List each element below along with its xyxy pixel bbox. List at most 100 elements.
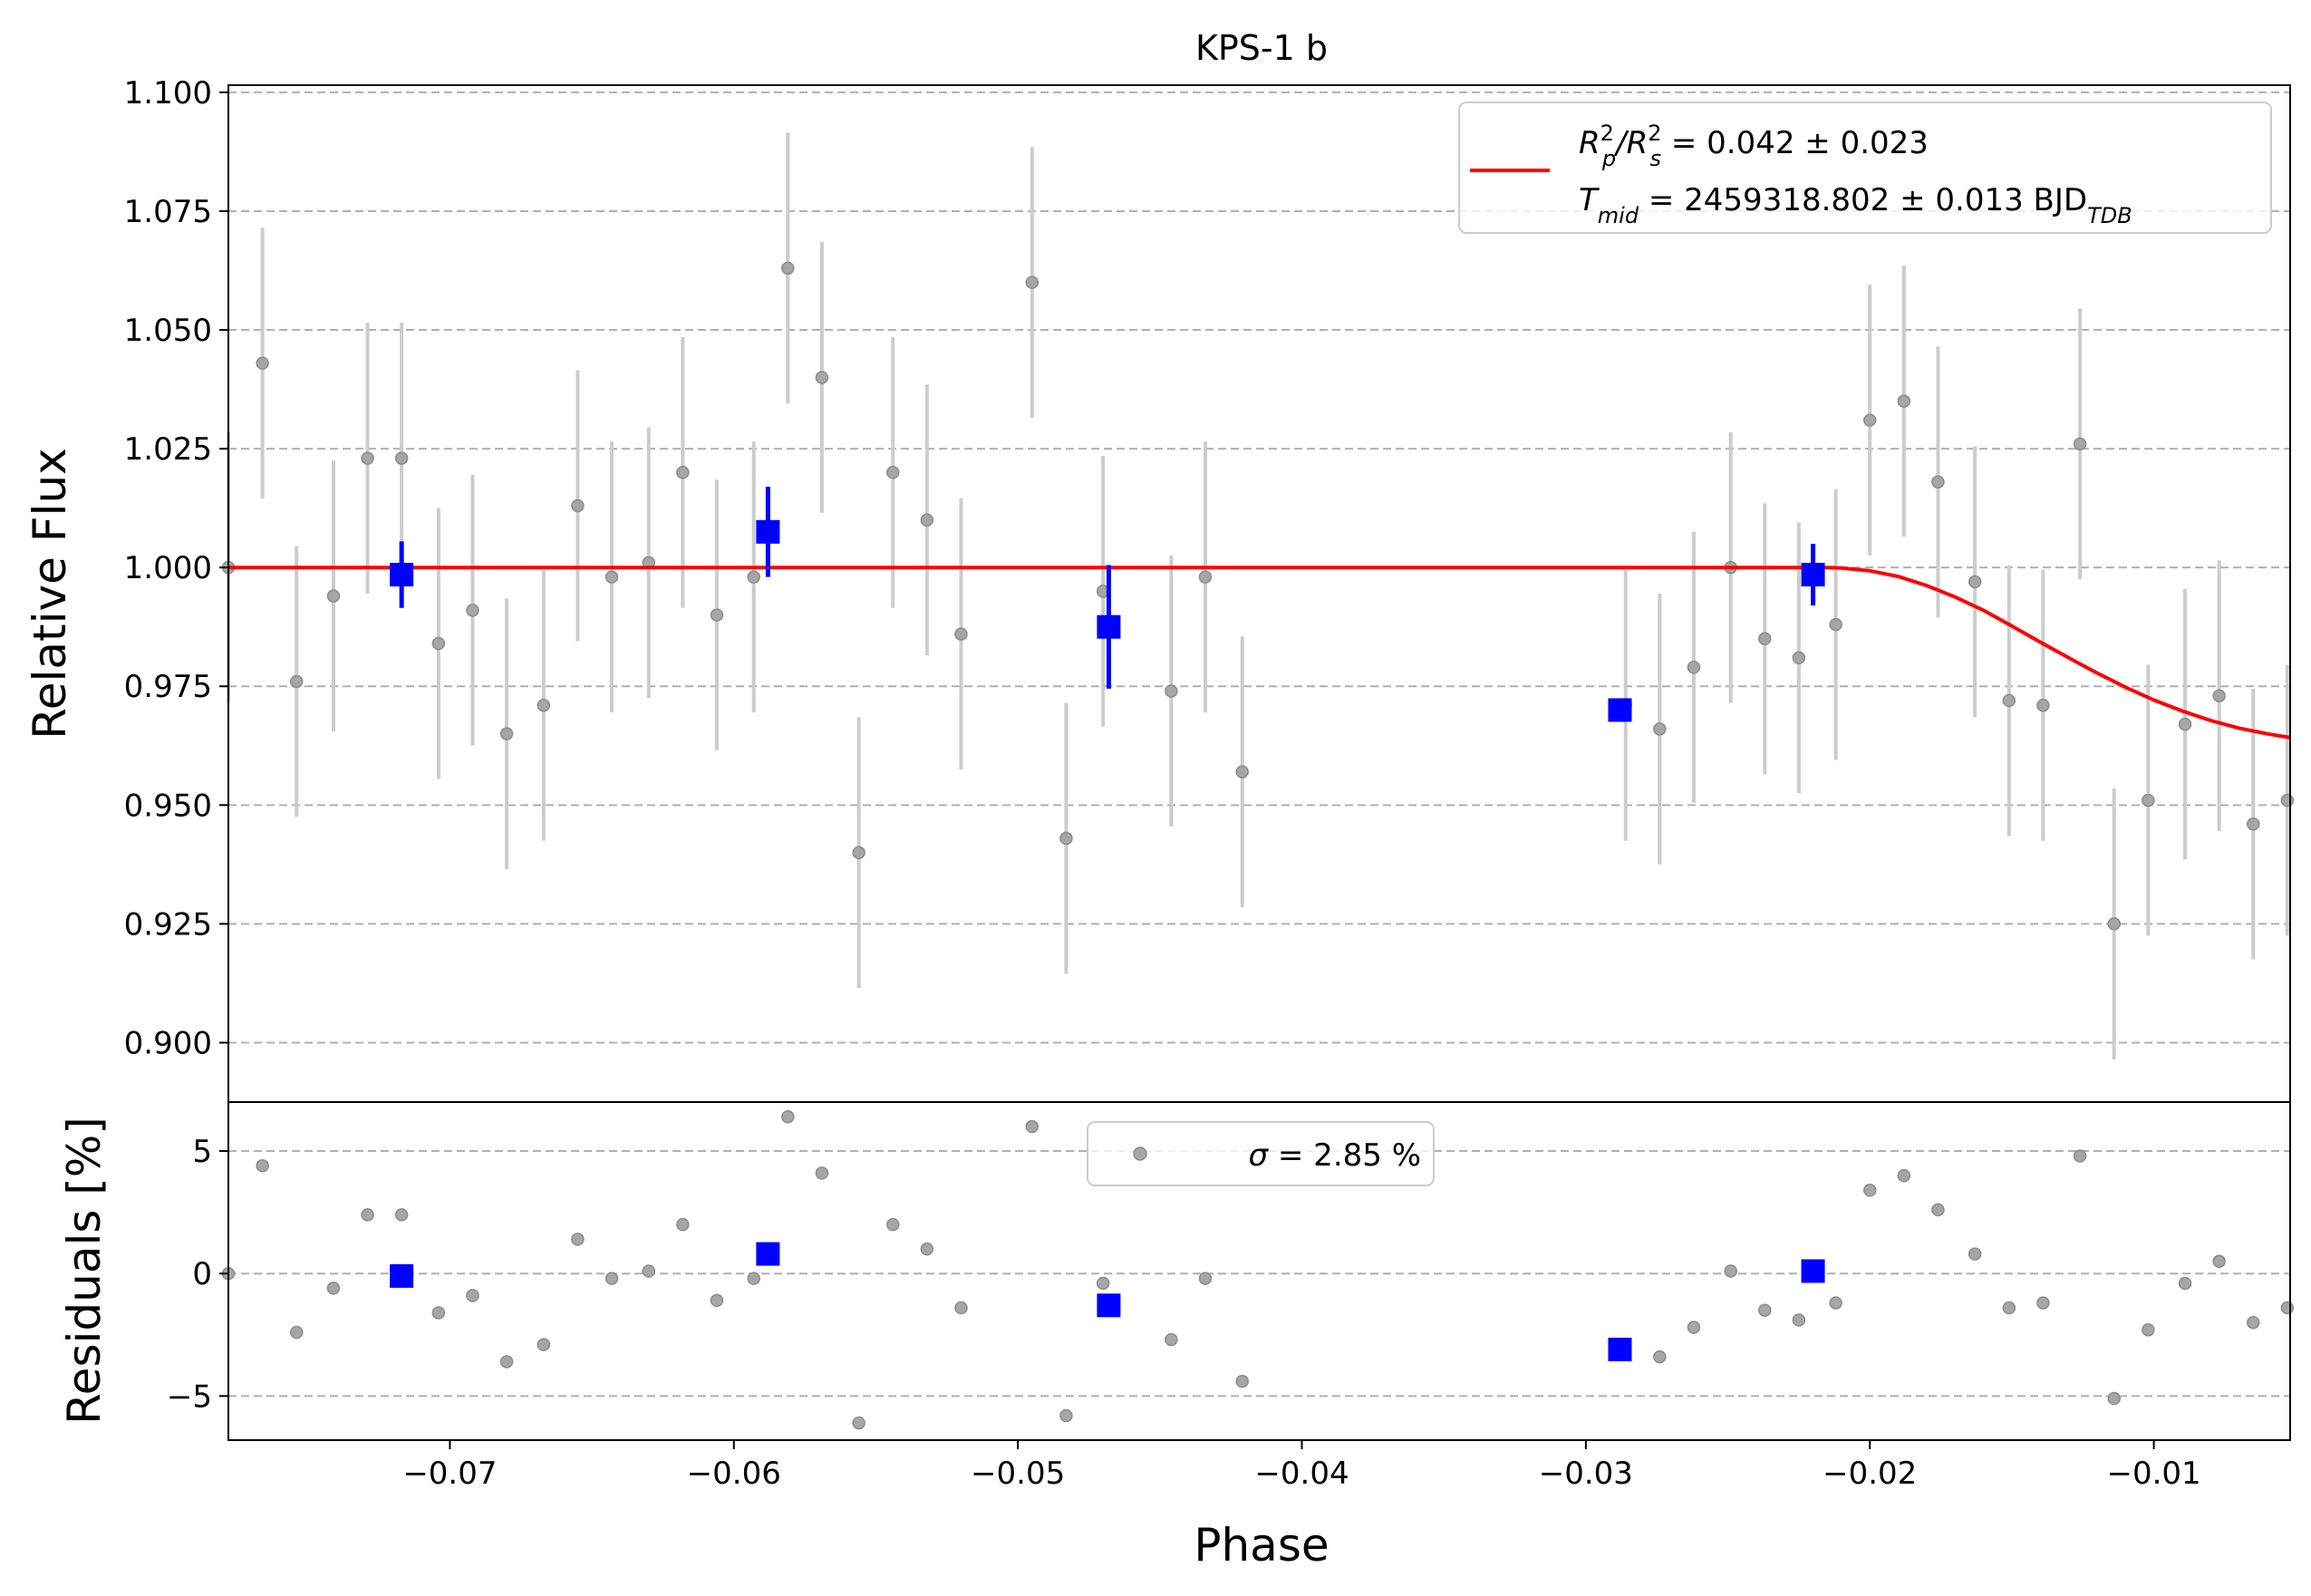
bottom-legend-box [1087,1121,1435,1186]
top-y-tick-label: 1.075 [124,194,212,230]
residual-point [2107,1391,2121,1406]
legend-r2: /R [1613,125,1648,161]
raw-point [710,608,724,622]
top-legend-box [1458,102,2272,234]
raw-point [604,570,619,584]
top-y-tick-label: 1.025 [124,431,212,468]
raw-point [747,570,760,584]
raw-point [2212,689,2226,702]
residual-point [571,1233,585,1246]
top-y-tick-label: 0.975 [124,669,212,705]
residual-point [642,1264,656,1278]
residual-point [1897,1168,1911,1183]
legend-t-sub: mid [1598,203,1639,228]
legend-r1-sub: p [1601,146,1616,171]
top-y-tick-label: 1.000 [124,550,212,586]
raw-point [1792,651,1806,665]
legend-t: T [1579,182,1600,218]
x-tick-label: −0.07 [402,1456,497,1492]
raw-point [2247,817,2260,831]
residual-point [537,1338,551,1351]
residual-point [256,1159,269,1173]
raw-point [2142,793,2155,808]
x-tick-label: −0.02 [1823,1456,1917,1492]
legend-tmid-label: Tmid = 2459318.802 ± 0.013 BJDTDB [1579,182,2132,228]
legend-rp-rs-label: R2 p/R2 s = 0.042 ± 0.023 [1579,121,1929,171]
raw-point [361,451,374,465]
residual-point [466,1289,479,1302]
raw-point [1687,661,1701,674]
raw-point [537,698,551,712]
binned-point [1608,698,1632,722]
raw-point [499,727,514,740]
x-tick-label: −0.03 [1539,1456,1633,1492]
raw-point [431,636,446,651]
bottom-y-ticks: −5 0 5 [167,1134,228,1415]
legend-residual-marker [1133,1146,1147,1161]
residual-point [920,1242,934,1256]
raw-point [886,466,900,479]
binned-point [756,519,780,544]
x-tick-label: −0.05 [971,1456,1065,1492]
residual-point [394,1208,409,1222]
raw-point [1059,831,1073,846]
x-tick-label: −0.01 [2106,1456,2200,1492]
top-y-tick-label: 0.900 [124,1025,212,1061]
residual-point [2280,1301,2295,1315]
x-axis-title: Phase [1194,1519,1329,1572]
residual-point [1829,1296,1842,1310]
raw-point [2280,793,2295,808]
raw-point [326,589,341,603]
transit-model-line [228,566,2291,740]
residual-point [747,1272,760,1285]
raw-point [256,356,269,370]
residual-point [886,1217,900,1232]
chart-title: KPS-1 b [1195,28,1328,68]
legend-sigma-label: σ = 2.85 % [1249,1137,1421,1174]
binned-point [1097,614,1121,639]
legend-sigma-value: = 2.85 % [1268,1137,1421,1174]
legend-rp-rs-value: = 0.042 ± 0.023 [1661,125,1929,161]
raw-point [1653,722,1667,736]
bottom-raw-residuals [221,1109,2295,1430]
raw-point [1235,765,1249,779]
top-binned-points [390,487,1825,722]
residual-point [1653,1349,1667,1364]
raw-point [2107,917,2121,931]
residual-point [604,1272,619,1285]
legend-r1: R [1579,125,1600,161]
legend-r1-sup: 2 [1600,121,1614,146]
raw-point [1862,413,1877,427]
x-tick-label: −0.06 [687,1456,781,1492]
legend-tdb-sub: TDB [2087,203,2132,228]
raw-point [676,466,690,479]
raw-point [954,627,968,641]
raw-point [2002,693,2016,708]
residual-point [2002,1301,2016,1315]
raw-point [1829,617,1842,632]
residual-point [1687,1320,1701,1334]
residual-point [710,1293,724,1308]
raw-point [2073,437,2087,451]
top-y-tick-label: 1.100 [124,75,212,111]
residual-point [1235,1374,1249,1388]
raw-point [1165,684,1178,698]
legend-r2-sup: 2 [1648,121,1661,146]
bottom-legend: σ = 2.85 % [1087,1121,1435,1186]
residual-point [2142,1323,2155,1337]
top-y-ticks: 0.900 0.925 0.950 0.975 1.000 1.025 1.050 1.075… [124,75,228,1061]
residual-point [1968,1247,1982,1261]
residual-point [326,1282,341,1295]
residual-point [815,1166,829,1180]
x-tick-label: −0.04 [1254,1456,1349,1492]
raw-point [1968,575,1982,589]
raw-point [571,498,585,513]
raw-point [1758,632,1772,646]
residual-point [1165,1332,1178,1347]
raw-point [815,371,829,384]
binned-residual-point [1608,1337,1632,1361]
residual-point [361,1208,374,1222]
raw-point [1025,276,1039,289]
residual-point [2036,1296,2050,1310]
